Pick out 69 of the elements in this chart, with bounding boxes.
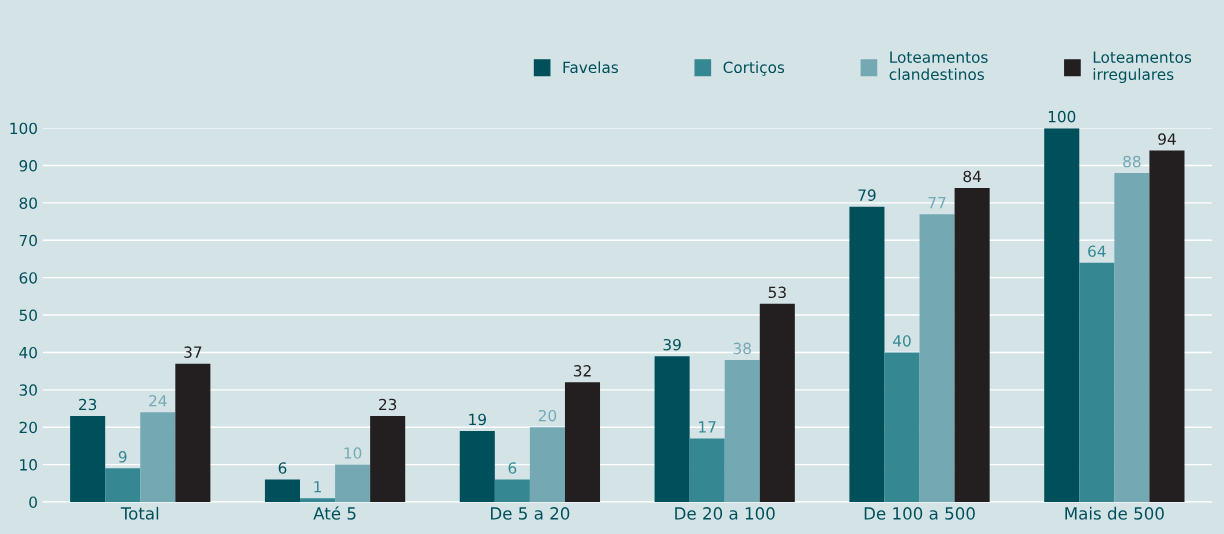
bar — [1149, 150, 1185, 502]
data-label: 40 — [893, 335, 911, 347]
data-label: 77 — [928, 197, 946, 209]
y-tick-label: 30 — [19, 384, 37, 396]
x-tick-label: De 100 a 500 — [864, 507, 975, 520]
bar — [529, 427, 565, 502]
bar — [105, 468, 141, 502]
bar — [300, 498, 336, 502]
x-tick-label: De 5 a 20 — [491, 507, 570, 520]
bar — [884, 352, 920, 502]
bar — [954, 187, 990, 502]
y-tick-label: 70 — [19, 234, 37, 247]
data-label: 79 — [858, 189, 876, 201]
data-label: 100 — [1048, 110, 1076, 123]
y-tick-label: 40 — [19, 346, 37, 359]
bar — [1079, 262, 1115, 502]
data-label: 32 — [573, 365, 591, 377]
x-tick-label: Mais de 500 — [1065, 506, 1164, 520]
data-label: 19 — [469, 413, 486, 426]
y-tick-label: 10 — [20, 459, 37, 471]
legend-label: Cortiços — [723, 61, 785, 76]
bar — [654, 356, 690, 502]
data-label: 23 — [79, 398, 97, 411]
bar — [335, 464, 371, 502]
bar — [759, 303, 795, 502]
data-label: 39 — [663, 338, 681, 351]
legend-label: Favelas — [563, 61, 619, 74]
data-label: 6 — [508, 462, 517, 474]
x-tick-label: Total — [120, 506, 159, 520]
data-label: 88 — [1123, 155, 1141, 168]
bar — [724, 359, 760, 502]
bar — [689, 438, 725, 502]
bar — [370, 415, 406, 502]
y-tick-label: 60 — [19, 272, 37, 284]
data-label: 53 — [768, 286, 786, 299]
bar — [849, 206, 885, 502]
y-tick-label: 50 — [19, 309, 37, 322]
y-tick-label: 80 — [19, 197, 37, 209]
data-label: 84 — [963, 170, 981, 183]
y-tick-label: 90 — [19, 160, 37, 172]
legend-label: Loteamentos clandestinos — [889, 51, 988, 81]
data-label: 23 — [379, 398, 397, 411]
bar — [70, 415, 106, 502]
data-label: 94 — [1158, 133, 1176, 145]
data-label: 10 — [344, 447, 362, 459]
y-tick-label: 100 — [10, 122, 37, 135]
x-tick-label: Até 5 — [313, 506, 356, 520]
data-label: 24 — [149, 394, 167, 407]
data-label: 6 — [278, 462, 287, 474]
data-label: 37 — [184, 346, 202, 358]
bar — [264, 479, 300, 502]
data-label: 20 — [538, 409, 557, 422]
bar — [1114, 173, 1150, 502]
data-label: 38 — [733, 342, 751, 355]
bar — [140, 412, 176, 502]
bar — [175, 363, 211, 502]
bar — [564, 382, 601, 502]
legend-label: Loteamentos irregulares — [1093, 51, 1192, 84]
data-label: 64 — [1088, 245, 1106, 257]
data-label: 1 — [314, 481, 321, 493]
bar — [1044, 128, 1080, 502]
data-label: 17 — [699, 421, 716, 433]
y-tick-label: 20 — [19, 421, 37, 434]
bar — [494, 479, 530, 502]
x-tick-label: De 20 a 100 — [675, 507, 775, 520]
bar — [459, 430, 495, 502]
bar — [919, 214, 955, 502]
data-label: 9 — [118, 451, 127, 463]
y-tick-label: 0 — [29, 496, 37, 508]
